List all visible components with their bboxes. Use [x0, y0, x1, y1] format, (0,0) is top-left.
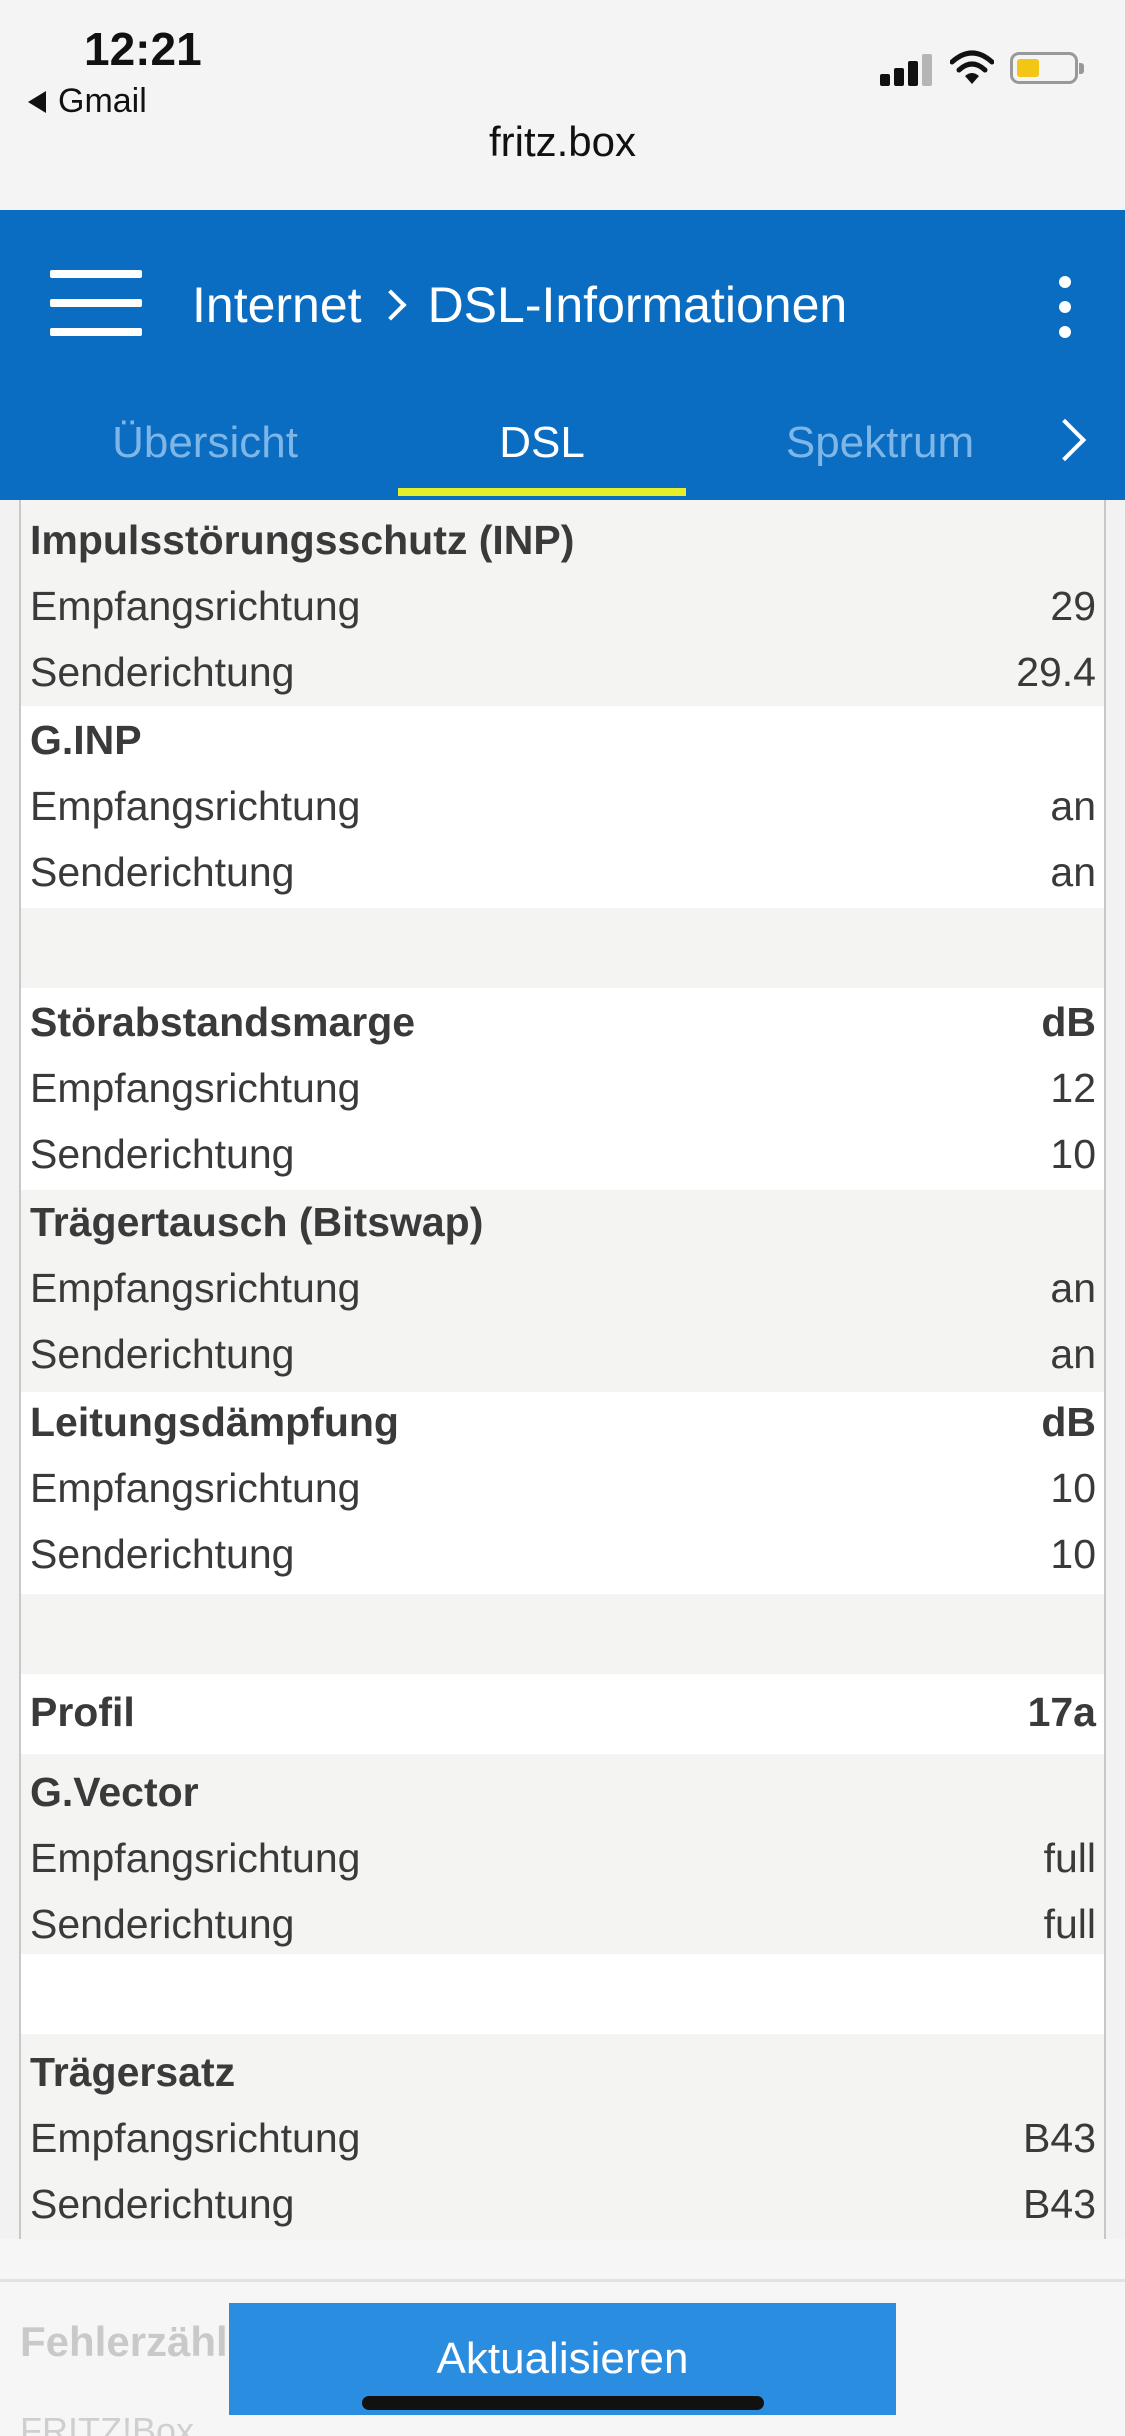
row-label: Senderichtung — [30, 1530, 295, 1577]
row-label: G.INP — [30, 716, 142, 763]
status-bar: 12:21 Gmail fritz.box — [0, 0, 1125, 210]
row-value: 12 — [1050, 1064, 1096, 1111]
row-label: Senderichtung — [30, 1330, 295, 1377]
row-label: G.Vector — [30, 1768, 199, 1815]
wifi-icon — [950, 50, 994, 84]
row-label: Empfangsrichtung — [30, 582, 361, 629]
breadcrumb-item-internet[interactable]: Internet — [192, 277, 362, 333]
row-value: 10 — [1050, 1530, 1096, 1577]
url-bar[interactable]: fritz.box — [488, 118, 637, 165]
table-row-attenuation-header: Leitungsdämpfung dB — [21, 1394, 1104, 1450]
table-row-profile: Profil 17a — [21, 1684, 1104, 1740]
section-divider — [0, 2279, 1125, 2282]
row-label: Profil — [30, 1688, 135, 1735]
row-value: 29.4 — [1016, 648, 1096, 695]
section-subtitle: FRITZ!Box — [20, 2410, 195, 2436]
tab-spektrum[interactable]: Spektrum — [785, 417, 975, 467]
row-label: Senderichtung — [30, 848, 295, 895]
row-value: dB — [1041, 998, 1096, 1045]
row-value: 10 — [1050, 1130, 1096, 1177]
dsl-info-table: Impulsstörungsschutz (INP) Empfangsricht… — [19, 500, 1106, 2239]
table-row: Senderichtung 10 — [21, 1126, 1104, 1182]
back-app-label: Gmail — [58, 82, 147, 120]
row-label: Empfangsrichtung — [30, 1264, 361, 1311]
table-row: Empfangsrichtung an — [21, 1260, 1104, 1316]
row-label: Senderichtung — [30, 648, 295, 695]
table-row-bitswap-header: Trägertausch (Bitswap) — [21, 1194, 1104, 1250]
table-row: Senderichtung an — [21, 1326, 1104, 1382]
back-arrow-icon — [28, 90, 46, 113]
table-row: Empfangsrichtung an — [21, 778, 1104, 834]
table-row: Senderichtung an — [21, 844, 1104, 900]
table-row: Empfangsrichtung 12 — [21, 1060, 1104, 1116]
cellular-signal-icon — [880, 52, 934, 86]
table-row-inp-header: Impulsstörungsschutz (INP) — [21, 512, 1104, 568]
row-value: B43 — [1023, 2180, 1096, 2227]
row-label: Senderichtung — [30, 1900, 295, 1947]
row-label: Trägertausch (Bitswap) — [30, 1198, 484, 1245]
section-title-error-counters: Fehlerzähl — [20, 2318, 228, 2365]
row-label: Störabstandsmarge — [30, 998, 416, 1045]
row-label: Empfangsrichtung — [30, 2114, 361, 2161]
more-options-icon[interactable] — [1055, 276, 1075, 338]
table-row: Empfangsrichtung 10 — [21, 1460, 1104, 1516]
table-row: Senderichtung 29.4 — [21, 644, 1104, 700]
table-row: Senderichtung full — [21, 1896, 1104, 1952]
tab-uebersicht[interactable]: Übersicht — [112, 417, 298, 467]
table-row: Senderichtung 10 — [21, 1526, 1104, 1582]
table-row: Senderichtung B43 — [21, 2176, 1104, 2232]
table-row: Empfangsrichtung B43 — [21, 2110, 1104, 2166]
back-to-app-link[interactable]: Gmail — [28, 82, 147, 121]
active-tab-indicator — [398, 488, 686, 496]
row-label: Empfangsrichtung — [30, 1834, 361, 1881]
row-label: Senderichtung — [30, 2180, 295, 2227]
row-value: an — [1050, 848, 1096, 895]
row-value: 29 — [1050, 582, 1096, 629]
row-label: Empfangsrichtung — [30, 1064, 361, 1111]
table-row-gvector-header: G.Vector — [21, 1764, 1104, 1820]
row-label: Trägersatz — [30, 2048, 236, 2095]
row-value: an — [1050, 1330, 1096, 1377]
home-indicator[interactable] — [362, 2396, 764, 2410]
row-value: 10 — [1050, 1464, 1096, 1511]
row-label: Empfangsrichtung — [30, 782, 361, 829]
app-header: Internet DSL-Informationen Übersicht DSL… — [0, 210, 1125, 500]
chevron-right-icon — [375, 289, 407, 321]
breadcrumb-item-dsl-informationen: DSL-Informationen — [427, 277, 848, 333]
row-value: 17a — [1027, 1688, 1096, 1735]
row-value: B43 — [1023, 2114, 1096, 2161]
table-row: Empfangsrichtung full — [21, 1830, 1104, 1886]
row-value: full — [1043, 1900, 1096, 1947]
battery-icon — [1010, 52, 1084, 84]
tab-bar: Übersicht DSL Spektrum — [0, 385, 1125, 500]
table-row-carrier-set-header: Trägersatz — [21, 2044, 1104, 2100]
row-value: full — [1043, 1834, 1096, 1881]
row-value: an — [1050, 1264, 1096, 1311]
row-label: Leitungsdämpfung — [30, 1398, 399, 1445]
tab-dsl[interactable]: DSL — [499, 417, 585, 467]
status-time: 12:21 — [84, 23, 202, 75]
row-label: Senderichtung — [30, 1130, 295, 1177]
row-label: Impulsstörungsschutz (INP) — [30, 516, 575, 563]
table-row-ginp-header: G.INP — [21, 712, 1104, 768]
breadcrumb: Internet DSL-Informationen — [192, 270, 847, 340]
hamburger-menu-icon[interactable] — [50, 270, 142, 336]
row-label: Empfangsrichtung — [30, 1464, 361, 1511]
table-row-snr-header: Störabstandsmarge dB — [21, 994, 1104, 1050]
table-row: Empfangsrichtung 29 — [21, 578, 1104, 634]
row-value: dB — [1041, 1398, 1096, 1445]
row-value: an — [1050, 782, 1096, 829]
